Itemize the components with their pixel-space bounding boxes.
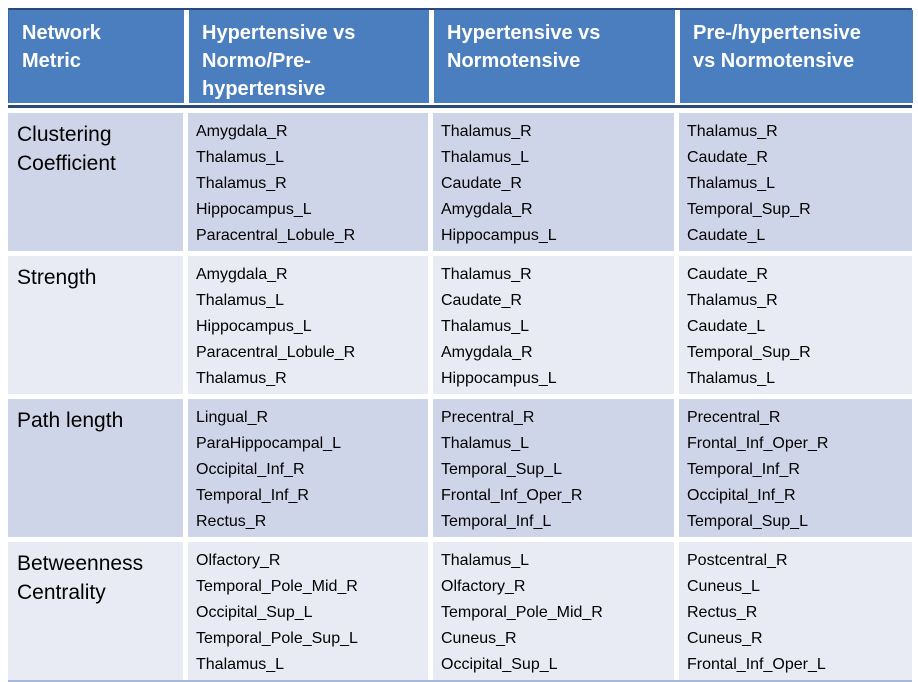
table-row-betweenness-centrality: Betweenness Centrality Olfactory_R Tempor… (8, 542, 912, 680)
header-underline (8, 105, 912, 108)
regions-cell: Lingual_R ParaHippocampal_L Occipital_Inf_… (188, 399, 428, 537)
metric-label: Betweenness Centrality (8, 542, 183, 680)
table-row-clustering-coefficient: Clustering Coefficient Amygdala_R Thalamu… (8, 113, 912, 251)
header-cell-network-metric: Network Metric (9, 10, 184, 103)
regions-cell: Amygdala_R Thalamus_L Thalamus_R Hippocampu… (188, 113, 428, 251)
header-cell-prehypertensive-vs-normotensive: Pre-/hypertensive vs Normotensive (680, 10, 913, 103)
metric-label: Path length (8, 399, 183, 537)
network-metrics-table: Network Metric Hypertensive vs Normo/Pre… (8, 8, 913, 682)
regions-cell: Thalamus_R Caudate_R Thalamus_L Amygdala_R H… (433, 256, 674, 394)
metric-label: Strength (8, 256, 183, 394)
table-body: Clustering Coefficient Amygdala_R Thalamu… (8, 113, 912, 682)
regions-cell: Thalamus_R Caudate_R Thalamus_L Temporal_Su… (679, 113, 912, 251)
table-row-path-length: Path length Lingual_R ParaHippocampal_L Oc… (8, 399, 912, 537)
header-cell-hypertensive-vs-normo-pre: Hypertensive vs Normo/Pre-hypertensive (189, 10, 429, 103)
regions-cell: Precentral_R Thalamus_L Temporal_Sup_L Fron… (433, 399, 674, 537)
metric-label: Clustering Coefficient (8, 113, 183, 251)
regions-cell: Caudate_R Thalamus_R Caudate_L Temporal_Sup… (679, 256, 912, 394)
regions-cell: Olfactory_R Temporal_Pole_Mid_R Occipital_… (188, 542, 428, 680)
regions-cell: Postcentral_R Cuneus_L Rectus_R Cuneus_R Fro… (679, 542, 912, 680)
header-cell-hypertensive-vs-normotensive: Hypertensive vs Normotensive (434, 10, 675, 103)
regions-cell: Amygdala_R Thalamus_L Hippocampus_L Paracen… (188, 256, 428, 394)
regions-cell: Thalamus_R Thalamus_L Caudate_R Amygdala_R H… (433, 113, 674, 251)
regions-cell: Precentral_R Frontal_Inf_Oper_R Temporal_I… (679, 399, 912, 537)
regions-cell: Thalamus_L Olfactory_R Temporal_Pole_Mid_R… (433, 542, 674, 680)
table-row-strength: Strength Amygdala_R Thalamus_L Hippocampus… (8, 256, 912, 394)
table-header-row: Network Metric Hypertensive vs Normo/Pre… (8, 8, 913, 103)
